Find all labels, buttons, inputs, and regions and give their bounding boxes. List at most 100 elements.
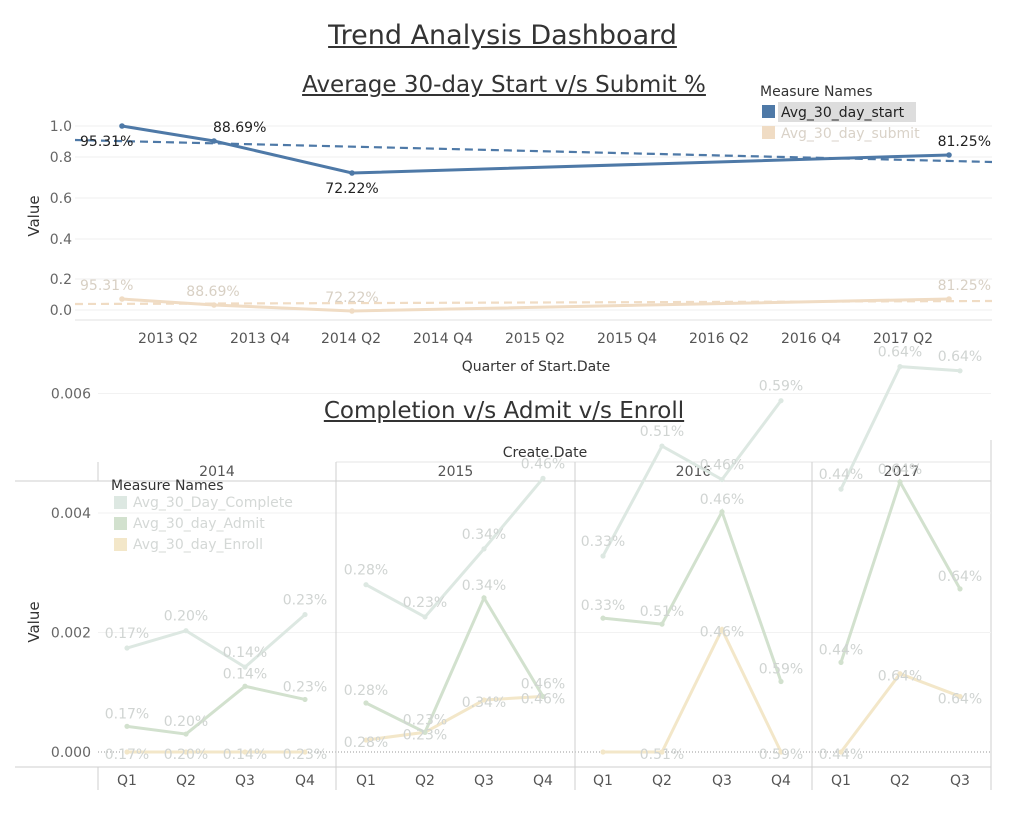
year-header-2017: 2017 — [884, 464, 920, 480]
complete-point — [124, 645, 130, 651]
y-axis-label: Value — [25, 195, 43, 236]
enroll-line — [365, 694, 544, 742]
admit-point — [897, 479, 903, 485]
complete-data-label: 0.33% — [581, 534, 625, 550]
admit-point — [659, 621, 665, 627]
enroll-data-label: 0.46% — [521, 691, 565, 707]
quarter-label: Q3 — [235, 773, 255, 789]
x-tick-label: 2015 Q2 — [505, 331, 565, 347]
y-tick-label: 0.002 — [51, 626, 91, 642]
submit-point — [946, 296, 952, 302]
enroll-point — [600, 749, 606, 755]
y-tick-label: 0.2 — [50, 272, 72, 288]
complete-point — [302, 611, 308, 618]
admit-point — [957, 586, 963, 592]
quarter-label: Q1 — [593, 773, 613, 789]
enroll-data-label: 0.20% — [164, 747, 208, 763]
year-header-2014: 2014 — [199, 464, 235, 480]
quarter-label: Q2 — [176, 773, 196, 789]
quarter-label: Q1 — [831, 773, 851, 789]
start-data-label: 72.22% — [325, 181, 378, 197]
admit-point — [481, 595, 487, 601]
complete-line — [601, 399, 783, 557]
start-data-label: 88.69% — [213, 120, 266, 136]
admit-data-label: 0.64% — [938, 569, 982, 585]
x-axis-label: Quarter of Start.Date — [462, 359, 611, 375]
quarter-label: Q3 — [474, 773, 494, 789]
complete-point — [719, 476, 725, 483]
enroll-line — [839, 671, 961, 753]
enroll-point — [124, 749, 130, 755]
x-tick-label: 2014 Q4 — [413, 331, 473, 347]
legend-swatch-start — [762, 105, 775, 118]
start-point — [946, 152, 952, 158]
y-tick-label: 0.004 — [51, 506, 91, 522]
complete-data-label: 0.28% — [344, 563, 388, 579]
admit-point — [778, 678, 784, 685]
start-submit-chart: 1.0 0.8 0.6 0.4 0.2 0.0 Value 2013 Q2 2013 Q4 201… — [25, 84, 993, 375]
y-tick-label: 0.000 — [51, 745, 91, 761]
admit-line — [365, 594, 545, 735]
submit-data-label: 95.31% — [80, 278, 133, 294]
admit-data-label: 0.34% — [462, 578, 506, 594]
y-tick-label: 0.0 — [50, 303, 72, 319]
admit-point — [302, 696, 308, 703]
enroll-data-label: 0.14% — [223, 747, 267, 763]
submit-point — [349, 308, 355, 314]
enroll-point — [302, 749, 308, 755]
enroll-data-label: 0.34% — [462, 695, 506, 711]
complete-data-label: 0.64% — [938, 349, 982, 365]
x-tick-label: 2017 Q2 — [873, 331, 933, 347]
y-tick-label: 0.4 — [50, 232, 72, 248]
enroll-point — [957, 693, 963, 700]
legend-label-submit: Avg_30_day_submit — [781, 126, 920, 142]
enroll-data-label: 0.64% — [938, 691, 982, 707]
quarter-label: Q2 — [890, 773, 910, 789]
complete-point — [422, 614, 428, 620]
start-point — [211, 138, 217, 144]
enroll-point — [363, 737, 369, 743]
enroll-data-label: 0.17% — [105, 747, 149, 763]
enroll-data-label: 0.28% — [344, 735, 388, 751]
complete-point — [600, 553, 606, 559]
x-tick-label: 2013 Q4 — [230, 331, 290, 347]
submit-data-label: 81.25% — [938, 278, 991, 294]
enroll-data-label: 0.51% — [640, 747, 684, 763]
legend-title: Measure Names — [111, 478, 224, 494]
enroll-point — [242, 749, 248, 755]
complete-line — [365, 477, 545, 619]
complete-data-label: 0.51% — [640, 424, 684, 440]
enroll-point — [838, 749, 844, 755]
complete-point — [659, 443, 665, 449]
quarter-label: Q4 — [295, 773, 315, 789]
complete-point — [897, 364, 903, 370]
complete-point — [242, 664, 248, 670]
complete-point — [183, 628, 189, 634]
quarter-label: Q1 — [356, 773, 376, 789]
admit-data-label: 0.23% — [283, 679, 327, 695]
dashboard-title: Trend Analysis Dashboard — [328, 20, 677, 51]
admit-point — [242, 683, 248, 689]
quarter-label: Q4 — [533, 773, 553, 789]
y-tick-label: 0.8 — [50, 150, 72, 166]
legend-swatch — [114, 538, 127, 551]
start-trend-line — [74, 138, 993, 164]
quarter-label: Q1 — [117, 773, 137, 789]
legend-swatch — [114, 496, 127, 509]
admit-data-label: 0.28% — [344, 683, 388, 699]
complete-data-label: 0.46% — [700, 458, 744, 474]
enroll-point — [897, 671, 903, 677]
admit-point — [124, 723, 130, 729]
submit-series-line — [121, 297, 950, 313]
submit-data-label: 88.69% — [186, 284, 239, 300]
complete-point — [540, 475, 546, 481]
chart1-title: Average 30-day Start v/s Submit % — [302, 72, 706, 98]
legend-label: Avg_30_Day_Complete — [133, 495, 293, 511]
admit-point — [422, 729, 428, 735]
admit-data-label: 0.46% — [700, 492, 744, 508]
complete-data-label: 0.34% — [462, 527, 506, 543]
enroll-data-label: 0.23% — [403, 727, 447, 743]
legend-label: Avg_30_day_Enroll — [133, 537, 263, 553]
complete-data-label: 0.59% — [759, 379, 803, 395]
complete-point — [838, 486, 844, 492]
